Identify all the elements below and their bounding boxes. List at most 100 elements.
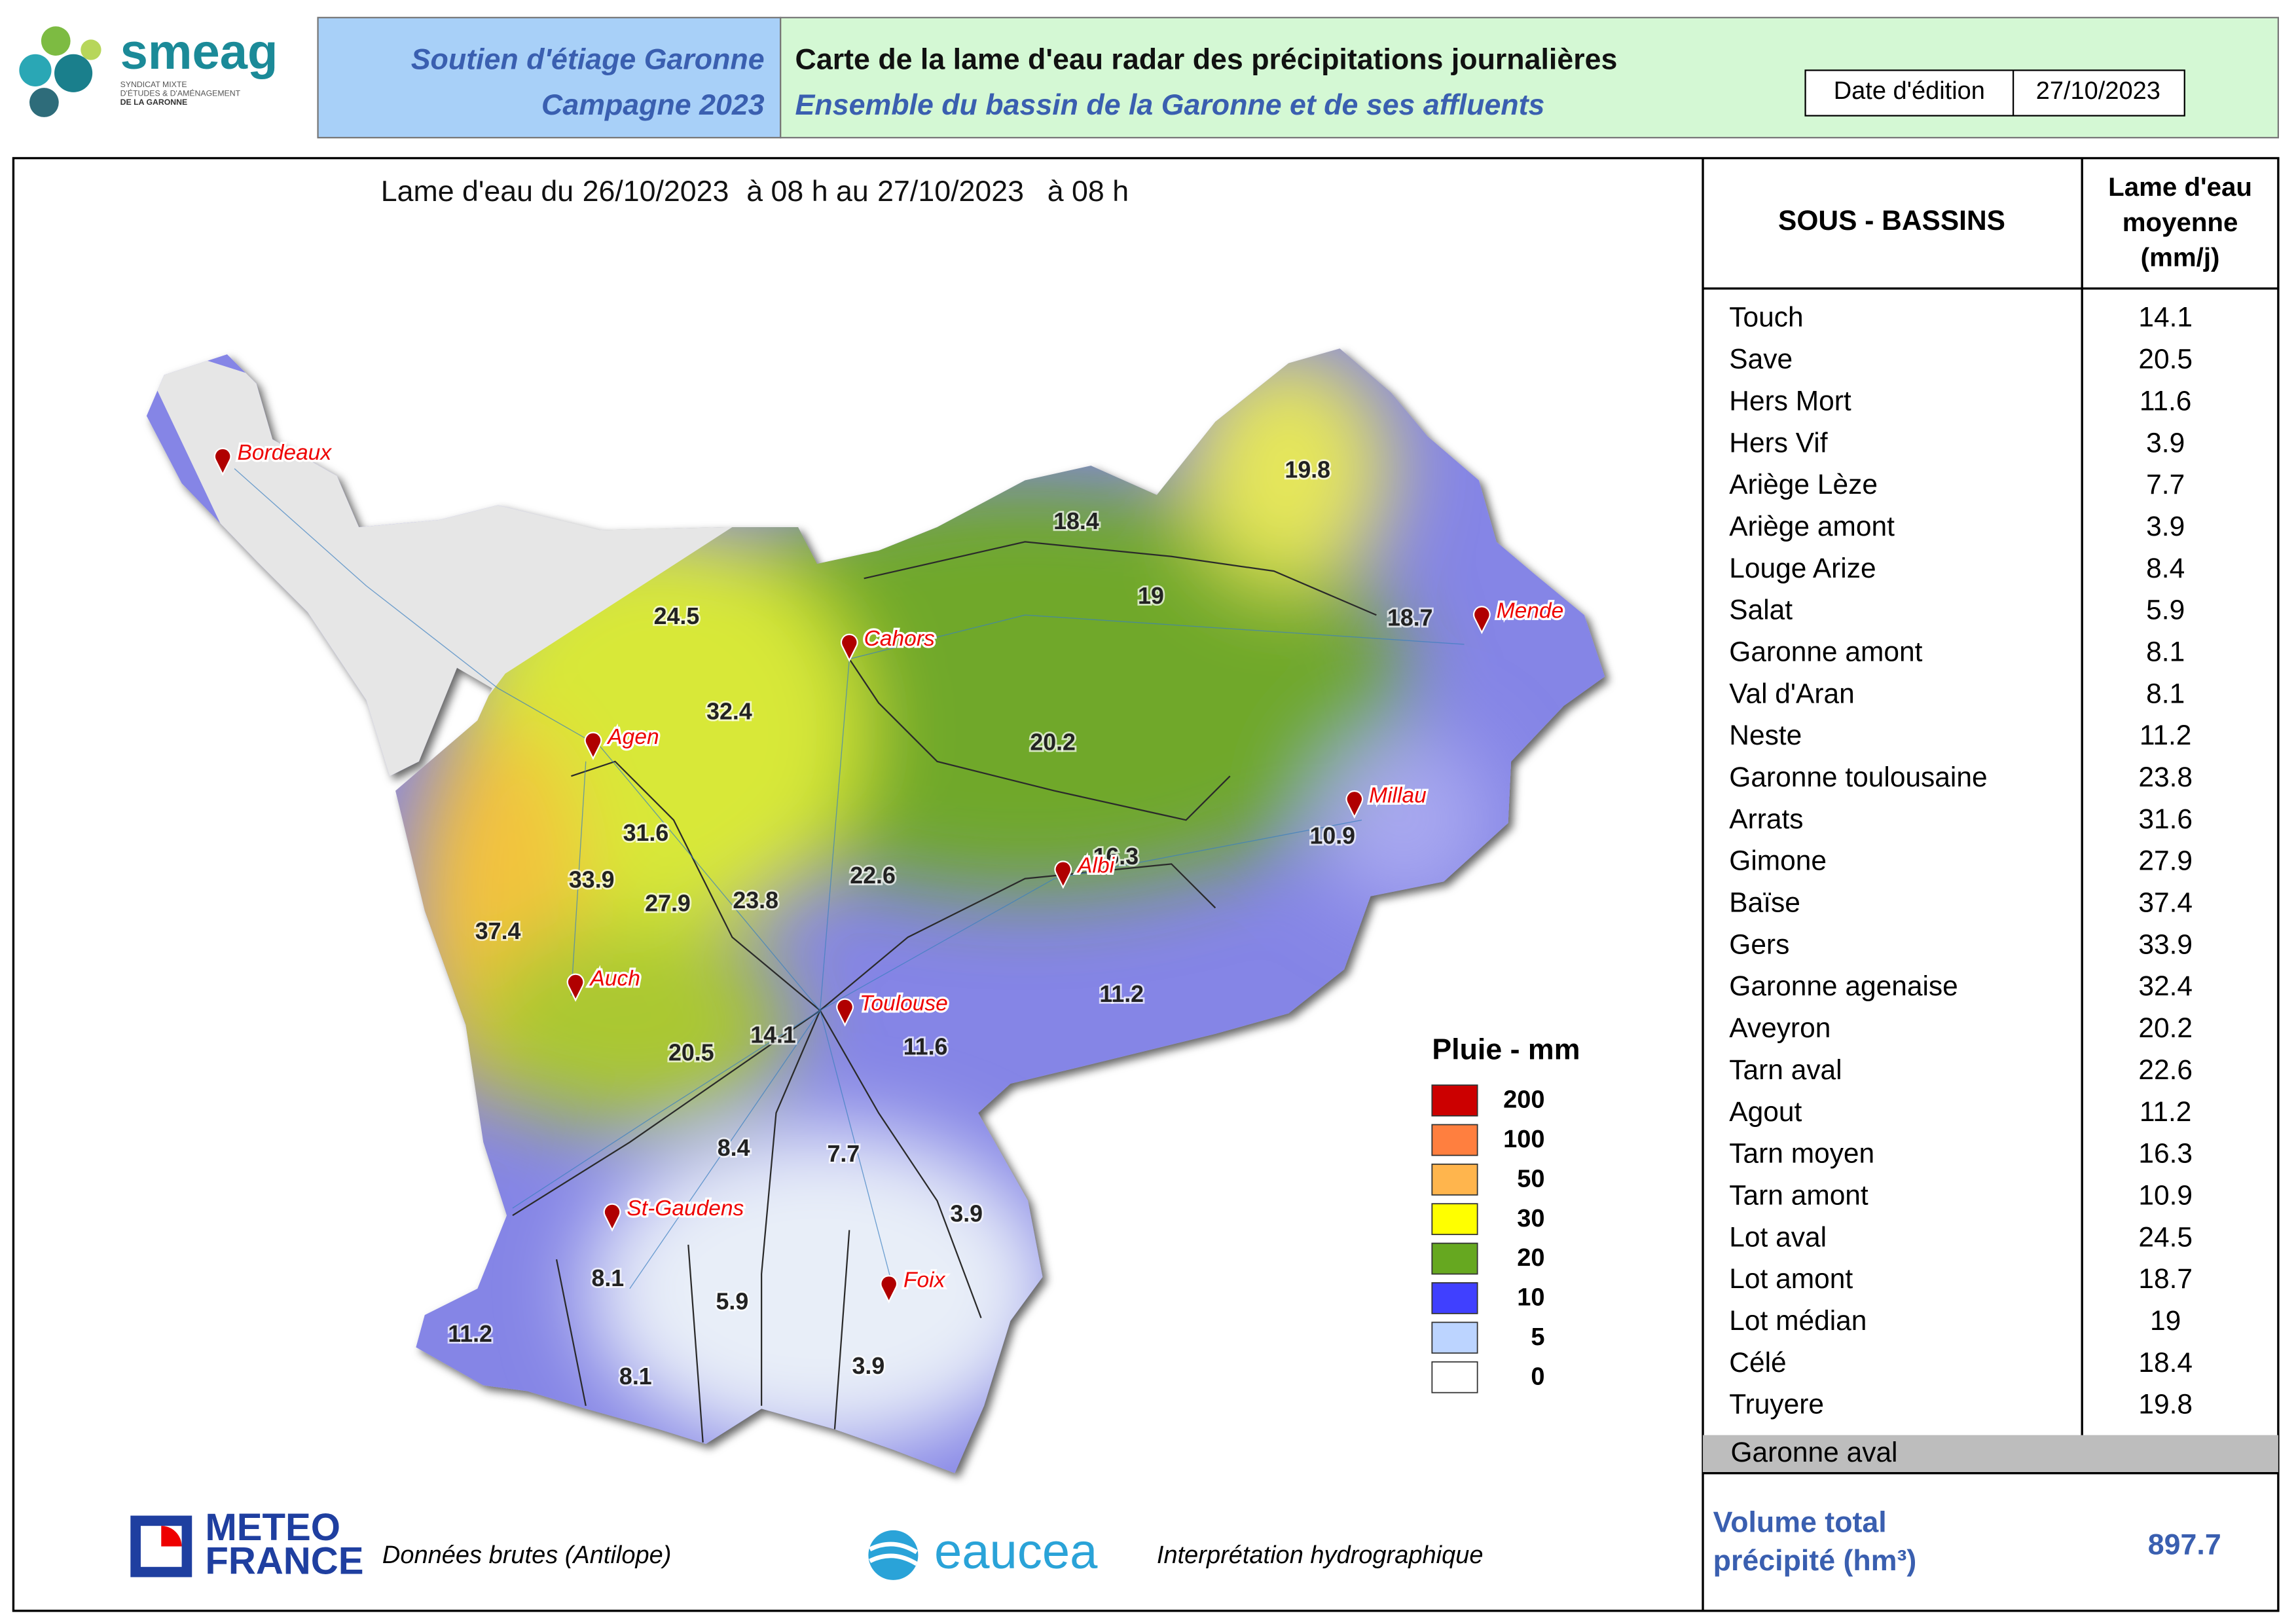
radar-map	[146, 348, 1605, 1473]
city-pin	[603, 1203, 621, 1232]
basin-mean: 11.6	[2140, 386, 2192, 416]
basin-value: 19.8	[1285, 457, 1330, 483]
basin-mean: 33.9	[2138, 929, 2193, 960]
basin-value: 3.9	[950, 1201, 983, 1227]
basin-mean: 11.2	[2140, 1097, 2192, 1128]
basin-value: 8.4	[718, 1135, 750, 1161]
basin-mean: 8.1	[2146, 678, 2185, 709]
basin-name: Truyere	[1729, 1390, 1824, 1420]
basin-value: 24.5	[654, 603, 700, 629]
campaign: Soutien d'étiage Garonne	[411, 44, 765, 76]
cities: Bordeaux Cahors Mende Agen Millau Albi Auch Tou…	[213, 439, 1566, 1304]
logo-name: smeag	[120, 24, 278, 80]
city-name: Millau	[1369, 783, 1427, 807]
basin-labels: 19.8 18.4 19 18.7 24.5 32.4 20.2 31.6 33…	[446, 455, 1435, 1392]
basin-name: Garonne agenaise	[1729, 971, 1958, 1002]
basin-name: Gimone	[1729, 846, 1827, 877]
city-name: Foix	[903, 1268, 946, 1293]
basin-name: Ariège amont	[1729, 511, 1895, 542]
basin-mean: 5.9	[2146, 595, 2185, 626]
meteo-name: FRANCE	[205, 1540, 363, 1583]
meteo-logo	[130, 1515, 192, 1578]
table-header: (mm/j)	[2141, 242, 2220, 272]
logo-sub: D'ÉTUDES & D'AMÉNAGEMENT	[120, 88, 241, 98]
basin-name: Célé	[1729, 1348, 1786, 1378]
basin-mean: 37.4	[2138, 888, 2193, 919]
logo-sub: SYNDICAT MIXTE	[120, 80, 187, 89]
basin-mean: 20.5	[2138, 344, 2193, 375]
basin-name: Garonne amont	[1729, 637, 1922, 667]
basin-value: 18.4	[1053, 508, 1099, 534]
period-part: Lame d'eau du	[381, 175, 574, 208]
city-pin	[836, 998, 854, 1027]
legend-label: 20	[1517, 1244, 1544, 1272]
basin-mean: 8.4	[2146, 553, 2185, 584]
basin-name: Tarn aval	[1729, 1055, 1842, 1086]
legend-label: 200	[1503, 1086, 1544, 1114]
basin-name: Tarn moyen	[1729, 1139, 1874, 1170]
legend-swatch	[1431, 1084, 1478, 1116]
gray-row	[1703, 1435, 2278, 1473]
basin-name: Ariège Lèze	[1729, 470, 1878, 500]
legend-label: 50	[1517, 1165, 1544, 1192]
logo-sub: DE LA GARONNE	[120, 98, 188, 107]
basin-mean: 20.2	[2138, 1013, 2193, 1044]
basin-name: Touch	[1729, 303, 1803, 333]
basin-value: 33.9	[569, 867, 615, 893]
basin-name: Lot médian	[1729, 1306, 1867, 1337]
campaign-box	[317, 16, 782, 139]
extra-row: Garonne aval	[1731, 1437, 1898, 1468]
legend-label: 10	[1517, 1284, 1544, 1312]
period: Lame d'eau du 26/10/2023 à 08 h au 27/10/20…	[381, 175, 1129, 208]
legend-swatch	[1431, 1203, 1478, 1236]
basin-mean: 8.1	[2146, 637, 2185, 667]
basin-name: Salat	[1729, 595, 1793, 626]
no-data-area	[146, 348, 733, 791]
legend-swatch	[1431, 1242, 1478, 1275]
basin-mean: 23.8	[2138, 762, 2193, 793]
basin-value: 37.4	[475, 918, 521, 944]
basin-mean: 19	[2150, 1306, 2181, 1337]
basin-name: Hers Mort	[1729, 386, 1851, 416]
legend-swatch	[1431, 1163, 1478, 1196]
period-part: 27/10/2023	[877, 175, 1024, 208]
total: 897.7	[2148, 1528, 2221, 1560]
basin-value: 11.6	[903, 1034, 948, 1060]
basin-value: 20.5	[668, 1040, 714, 1066]
total-label: précipité (hm³)	[1713, 1545, 1917, 1577]
basin-mean: 16.3	[2138, 1139, 2193, 1170]
legend-label: 5	[1531, 1323, 1544, 1351]
city-name: Auch	[589, 967, 640, 991]
basin-value: 27.9	[645, 890, 691, 916]
table: SOUS - BASSINS Lame d'eau moyenne (mm/j)…	[1702, 158, 2278, 1611]
title: Carte de la lame d'eau radar des précipi…	[795, 44, 1618, 76]
basin-value: 19	[1138, 583, 1164, 609]
basin-mean: 11.2	[2140, 720, 2192, 751]
basin-boundaries	[512, 541, 1377, 1443]
city-name: St-Gaudens	[627, 1196, 744, 1221]
basin-name: Lot amont	[1729, 1264, 1853, 1295]
total-label: Volume total	[1713, 1507, 1887, 1539]
basin-mean: 18.7	[2138, 1264, 2193, 1295]
city-pin	[880, 1275, 898, 1304]
basin-value: 23.8	[733, 887, 778, 913]
legend-label: 100	[1503, 1126, 1544, 1153]
basin-value: 8.1	[619, 1363, 652, 1390]
basin-mean: 24.5	[2138, 1222, 2193, 1253]
basin-name: Hers Vif	[1729, 428, 1827, 458]
basin-value: 32.4	[706, 699, 752, 725]
basin-name: Baïse	[1729, 888, 1800, 919]
basin-mean: 32.4	[2138, 971, 2193, 1002]
legend-swatch	[1431, 1361, 1478, 1393]
city-name: Agen	[606, 725, 659, 749]
table-header: SOUS - BASSINS	[1778, 206, 2005, 236]
basin-value: 10.9	[1309, 823, 1355, 849]
legend-title: Pluie - mm	[1432, 1033, 1580, 1065]
period-part: 26/10/2023	[583, 175, 729, 208]
legend-label: 0	[1531, 1363, 1544, 1390]
basin-mean: 14.1	[2138, 303, 2193, 333]
basin-mean: 22.6	[2138, 1055, 2193, 1086]
city-name: Albi	[1076, 854, 1115, 878]
